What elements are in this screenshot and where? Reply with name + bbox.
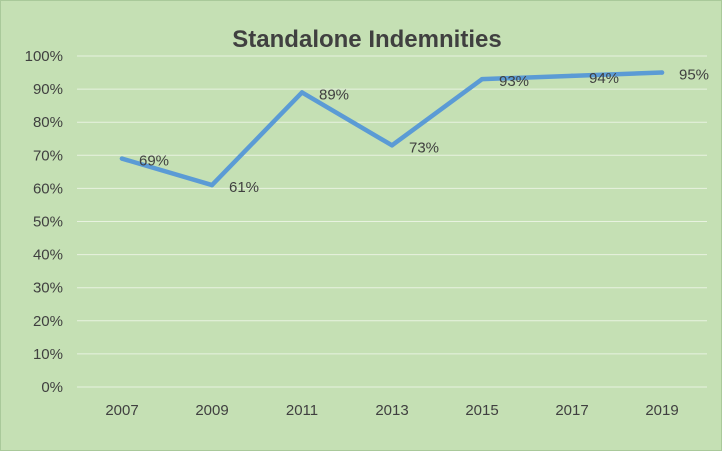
gridlines xyxy=(77,55,707,388)
x-tick-label: 2013 xyxy=(375,402,408,419)
data-labels: 69% 61% 89% 73% 93% 94% 95% xyxy=(139,67,709,197)
y-tick-label: 100% xyxy=(25,48,63,65)
y-tick-label: 50% xyxy=(33,214,63,231)
data-point xyxy=(209,182,215,188)
chart-title: Standalone Indemnities xyxy=(232,26,501,53)
data-point xyxy=(299,90,305,95)
data-point xyxy=(569,73,575,79)
data-label: 73% xyxy=(409,139,439,156)
data-point xyxy=(479,76,485,82)
data-label: 61% xyxy=(229,179,259,196)
y-tick-label: 30% xyxy=(33,280,63,297)
y-tick-label: 10% xyxy=(33,346,63,363)
y-tick-label: 80% xyxy=(33,114,63,131)
data-point xyxy=(659,70,665,75)
data-label: 89% xyxy=(319,86,349,103)
data-label: 94% xyxy=(589,70,619,87)
x-axis-tick-labels: 2007 2009 2011 2013 2015 2017 2019 xyxy=(105,402,678,419)
data-point xyxy=(119,156,125,161)
x-tick-label: 2017 xyxy=(555,402,588,419)
x-tick-label: 2009 xyxy=(195,402,228,419)
y-tick-label: 90% xyxy=(33,81,63,98)
data-label: 69% xyxy=(139,153,169,170)
data-label: 95% xyxy=(679,67,709,84)
x-tick-label: 2007 xyxy=(105,402,138,419)
y-tick-label: 40% xyxy=(33,247,63,264)
y-tick-label: 60% xyxy=(33,180,63,197)
y-tick-label: 70% xyxy=(33,147,63,164)
y-tick-label: 0% xyxy=(41,379,63,396)
x-tick-label: 2019 xyxy=(645,402,678,419)
x-tick-label: 2015 xyxy=(465,402,498,419)
series-layer xyxy=(119,70,665,188)
data-label: 93% xyxy=(499,73,529,90)
x-tick-label: 2011 xyxy=(286,402,318,419)
y-tick-label: 20% xyxy=(33,313,63,330)
y-axis-tick-labels: 0% 10% 20% 30% 40% 50% 60% 70% 80% 90% 100% xyxy=(25,48,63,396)
data-point xyxy=(389,143,395,148)
